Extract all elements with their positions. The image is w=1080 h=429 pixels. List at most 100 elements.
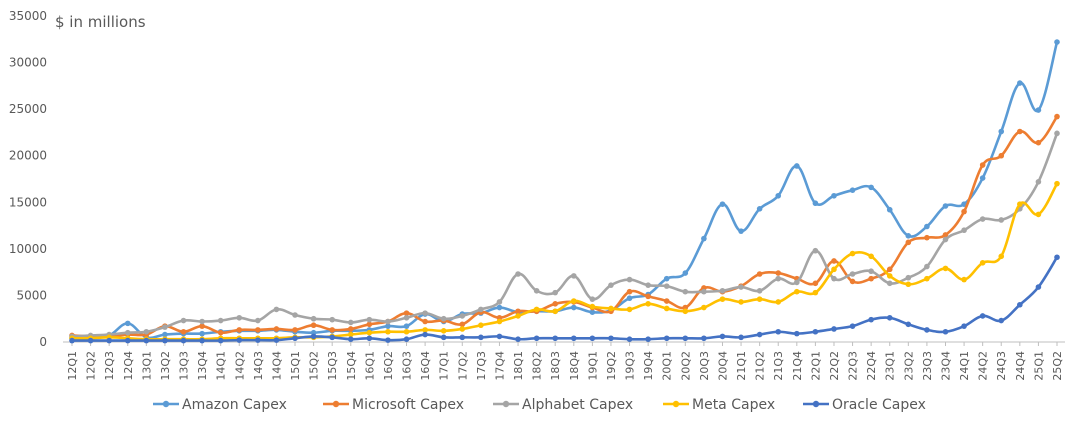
series-line — [70, 40, 1059, 340]
data-point — [162, 337, 168, 344]
data-point — [347, 319, 354, 326]
x-tick-label: 18Q1 — [512, 351, 525, 381]
data-point — [719, 201, 726, 207]
data-point — [849, 278, 856, 285]
data-point — [385, 318, 391, 325]
data-point — [961, 227, 967, 234]
data-point — [180, 337, 187, 344]
data-point — [979, 216, 986, 222]
data-point — [570, 298, 577, 304]
data-point — [831, 266, 837, 273]
data-point — [1054, 180, 1060, 187]
data-point — [292, 312, 298, 318]
data-point — [942, 236, 949, 243]
data-point — [422, 310, 428, 316]
data-point — [236, 327, 243, 333]
data-point — [849, 323, 856, 329]
data-point — [812, 328, 819, 335]
data-point — [682, 288, 689, 295]
y-axis-unit-label: $ in millions — [55, 13, 146, 31]
data-point — [924, 327, 930, 333]
data-point — [868, 275, 874, 282]
data-point — [812, 289, 819, 296]
data-point — [310, 315, 317, 322]
x-tick-label: 16Q1 — [363, 351, 376, 381]
x-tick-label: 13Q1 — [140, 351, 153, 381]
data-point — [775, 270, 782, 276]
data-point — [69, 337, 75, 344]
data-point — [329, 316, 335, 323]
data-point — [217, 317, 224, 324]
data-point — [608, 282, 614, 288]
data-point — [385, 323, 391, 329]
data-point — [1017, 201, 1023, 207]
data-point — [273, 306, 280, 313]
x-axis: 12Q1 12Q2 12Q3 12Q4 13Q1 13Q2 13Q3 13Q4 14Q1 14Q2… — [66, 342, 1064, 381]
data-point — [422, 318, 428, 325]
series-layer — [69, 39, 1060, 344]
data-point — [794, 163, 800, 169]
x-tick-label: 14Q1 — [215, 351, 228, 381]
data-point — [905, 274, 912, 281]
data-point — [496, 333, 503, 340]
data-point — [292, 327, 298, 333]
data-point — [570, 335, 577, 342]
x-tick-label: 16Q2 — [382, 351, 395, 381]
x-tick-label: 14Q3 — [252, 351, 265, 381]
x-tick-label: 22Q4 — [865, 351, 878, 381]
series-line — [70, 182, 1059, 341]
data-point — [515, 271, 521, 277]
data-point — [440, 315, 447, 322]
data-point — [645, 282, 651, 288]
data-point — [775, 299, 782, 305]
data-point — [886, 314, 893, 321]
data-point — [942, 203, 949, 209]
y-tick-label: 10000 — [9, 242, 47, 256]
legend-item: Amazon Capex — [153, 397, 287, 413]
data-point — [998, 128, 1005, 135]
data-point — [645, 336, 651, 343]
x-tick-label: 21Q1 — [735, 351, 748, 381]
data-point — [905, 239, 912, 246]
legend-swatch-marker — [672, 400, 680, 408]
data-point — [515, 313, 521, 319]
data-point — [794, 288, 800, 295]
data-point — [422, 331, 428, 338]
data-point — [886, 266, 893, 273]
series-line — [70, 255, 1059, 342]
data-point — [626, 306, 633, 313]
y-tick-label: 20000 — [9, 149, 47, 163]
data-point — [905, 281, 912, 288]
data-point — [961, 208, 967, 215]
data-point — [255, 317, 261, 324]
data-point — [478, 322, 484, 329]
data-point — [1054, 39, 1060, 45]
data-point — [1035, 107, 1042, 113]
data-point — [180, 317, 187, 324]
data-point — [868, 316, 874, 323]
data-point — [459, 334, 466, 341]
data-point — [682, 335, 689, 342]
data-point — [868, 184, 874, 191]
data-point — [998, 217, 1005, 223]
data-point — [199, 323, 205, 329]
data-point — [217, 329, 224, 336]
data-point — [756, 331, 763, 338]
data-point — [849, 250, 856, 257]
data-point — [849, 187, 856, 193]
data-point — [236, 314, 243, 321]
data-point — [478, 334, 484, 341]
data-point — [143, 337, 150, 344]
data-point — [533, 335, 540, 342]
data-point — [924, 263, 930, 270]
data-point — [570, 304, 577, 311]
data-point — [440, 334, 447, 341]
x-tick-label: 24Q3 — [995, 351, 1008, 381]
data-point — [663, 298, 670, 304]
data-point — [217, 337, 224, 344]
data-point — [682, 270, 689, 276]
x-tick-label: 20Q1 — [661, 351, 674, 381]
x-tick-label: 19Q3 — [624, 351, 637, 381]
data-point — [162, 331, 168, 338]
